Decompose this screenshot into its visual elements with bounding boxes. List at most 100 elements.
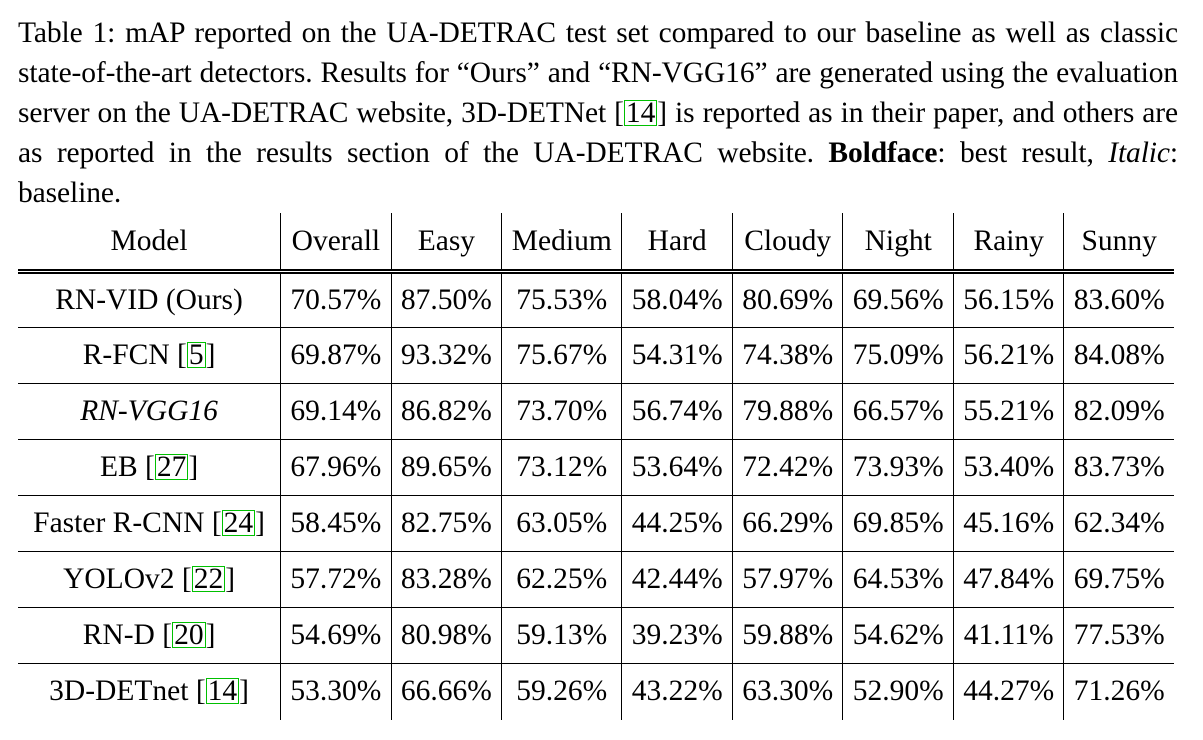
value-cell: 57.97% bbox=[731, 551, 843, 608]
value-cell: 66.29% bbox=[731, 495, 843, 552]
value-cell: 69.75% bbox=[1063, 551, 1174, 608]
value-cell: 54.62% bbox=[842, 607, 954, 664]
model-cell: Faster R-CNN [24] bbox=[18, 495, 281, 552]
table-row: EB [27] 67.96% 89.65% 73.12% 53.64% 72.42% 73.… bbox=[18, 439, 1174, 496]
table-row: RN-D [20] 54.69% 80.98% 59.13% 39.23% 59.88% 5… bbox=[18, 607, 1174, 664]
column-header-sunny: Sunny bbox=[1063, 213, 1174, 274]
value-cell: 58.45% bbox=[280, 495, 392, 552]
value-cell: 56.21% bbox=[952, 327, 1064, 384]
column-header-overall: Overall bbox=[280, 213, 392, 274]
value-cell: 59.13% bbox=[501, 607, 622, 664]
value-cell: 72.42% bbox=[731, 439, 843, 496]
value-cell: 67.96% bbox=[280, 439, 392, 496]
model-cell: RN-VGG16 bbox=[18, 383, 281, 440]
value-cell: 42.44% bbox=[621, 551, 733, 608]
value-cell: 84.08% bbox=[1063, 327, 1174, 384]
value-cell: 55.21% bbox=[952, 383, 1064, 440]
value-cell: 53.40% bbox=[952, 439, 1064, 496]
table-row: R-FCN [5] 69.87% 93.32% 75.67% 54.31% 74.38% 7… bbox=[18, 327, 1174, 384]
value-cell: 74.38% bbox=[731, 327, 843, 384]
value-cell: 83.60% bbox=[1063, 271, 1174, 328]
value-cell: 39.23% bbox=[621, 607, 733, 664]
value-cell: 79.88% bbox=[731, 383, 843, 440]
citation-link[interactable]: 24 bbox=[221, 507, 256, 539]
header-row: Model Overall Easy Medium Hard Cloudy Ni… bbox=[18, 213, 1174, 274]
citation-link[interactable]: 14 bbox=[623, 97, 658, 129]
value-cell: 64.53% bbox=[842, 551, 954, 608]
caption-text-2: ] is reported as in their paper, and oth… bbox=[18, 97, 1179, 169]
model-cell: YOLOv2 [22] bbox=[18, 551, 281, 608]
caption-text-4: : baseline. bbox=[18, 137, 1178, 209]
value-cell: 62.25% bbox=[501, 551, 622, 608]
value-cell: 75.67% bbox=[501, 327, 622, 384]
value-cell: 83.73% bbox=[1063, 439, 1174, 496]
value-cell: 86.82% bbox=[390, 383, 502, 440]
value-cell: 75.53% bbox=[501, 271, 622, 328]
model-name: YOLOv2 bbox=[63, 563, 175, 595]
value-cell: 63.05% bbox=[501, 495, 622, 552]
table-row: RN-VID (Ours) 70.57% 87.50% 75.53% 58.04% 80.… bbox=[18, 271, 1174, 328]
model-cell: R-FCN [5] bbox=[18, 327, 281, 384]
value-cell: 80.98% bbox=[390, 607, 502, 664]
value-cell: 87.50% bbox=[390, 271, 502, 328]
model-name: RN-VID (Ours) bbox=[55, 284, 243, 316]
value-cell: 82.09% bbox=[1063, 383, 1174, 440]
value-cell: 59.26% bbox=[501, 663, 622, 720]
column-header-rainy: Rainy bbox=[952, 213, 1064, 274]
value-cell: 43.22% bbox=[621, 663, 733, 720]
citation-link[interactable]: 22 bbox=[191, 563, 226, 595]
model-cell: RN-VID (Ours) bbox=[18, 272, 281, 328]
value-cell: 56.74% bbox=[621, 383, 733, 440]
value-cell: 53.30% bbox=[280, 663, 392, 720]
value-cell: 80.69% bbox=[731, 271, 843, 328]
value-cell: 45.16% bbox=[952, 495, 1064, 552]
caption-text-1: Table 1: mAP reported on the UA-DETRAC t… bbox=[18, 17, 1178, 129]
column-header-medium: Medium bbox=[501, 213, 622, 274]
citation-link[interactable]: 14 bbox=[205, 675, 240, 708]
value-cell: 83.28% bbox=[390, 551, 502, 608]
value-cell: 56.15% bbox=[952, 271, 1064, 328]
value-cell: 62.34% bbox=[1063, 495, 1174, 552]
value-cell: 73.12% bbox=[501, 439, 622, 496]
value-cell: 44.27% bbox=[952, 663, 1064, 720]
model-name: RN-VGG16 bbox=[80, 395, 218, 427]
value-cell: 47.84% bbox=[952, 551, 1064, 608]
value-cell: 70.57% bbox=[280, 271, 392, 328]
value-cell: 41.11% bbox=[952, 607, 1064, 664]
table-body: RN-VID (Ours) 70.57% 87.50% 75.53% 58.04% 80.… bbox=[18, 271, 1174, 720]
value-cell: 44.25% bbox=[621, 495, 733, 552]
model-cell: EB [27] bbox=[18, 439, 281, 496]
value-cell: 54.31% bbox=[621, 327, 733, 384]
value-cell: 89.65% bbox=[390, 439, 502, 496]
column-header-hard: Hard bbox=[621, 213, 733, 274]
value-cell: 69.56% bbox=[842, 271, 954, 328]
table-row: Faster R-CNN [24] 58.45% 82.75% 63.05% 44.25… bbox=[18, 495, 1174, 552]
table-row: RN-VGG16 69.14% 86.82% 73.70% 56.74% 79.88% 66… bbox=[18, 383, 1174, 440]
table-row: 3D-DETnet [14] 53.30% 66.66% 59.26% 43.22% 63… bbox=[18, 663, 1174, 720]
value-cell: 58.04% bbox=[621, 271, 733, 328]
value-cell: 69.85% bbox=[842, 495, 954, 552]
model-name: EB bbox=[99, 451, 138, 483]
citation-link[interactable]: 27 bbox=[154, 451, 189, 483]
citation-link[interactable]: 5 bbox=[186, 339, 206, 371]
model-name: Faster R-CNN bbox=[33, 507, 205, 539]
value-cell: 52.90% bbox=[842, 663, 954, 720]
table-caption: Table 1: mAP reported on the UA-DETRAC t… bbox=[18, 13, 1178, 213]
column-header-model: Model bbox=[18, 213, 281, 274]
caption-text-3: : best result, bbox=[937, 137, 1109, 169]
value-cell: 73.70% bbox=[501, 383, 622, 440]
table-row: YOLOv2 [22] 57.72% 83.28% 62.25% 42.44% 57.97… bbox=[18, 551, 1174, 608]
model-cell: RN-D [20] bbox=[18, 607, 281, 664]
column-header-easy: Easy bbox=[390, 213, 502, 274]
caption-italic-word: Italic bbox=[1108, 137, 1170, 169]
value-cell: 53.64% bbox=[621, 439, 733, 496]
value-cell: 77.53% bbox=[1063, 607, 1174, 664]
value-cell: 82.75% bbox=[390, 495, 502, 552]
column-header-night: Night bbox=[842, 213, 954, 274]
citation-link[interactable]: 20 bbox=[172, 619, 206, 651]
results-table: Model Overall Easy Medium Hard Cloudy Ni… bbox=[18, 213, 1174, 720]
model-name: R-FCN bbox=[82, 339, 170, 371]
column-header-cloudy: Cloudy bbox=[731, 213, 843, 274]
value-cell: 69.87% bbox=[280, 327, 392, 384]
model-cell: 3D-DETnet [14] bbox=[18, 663, 281, 720]
